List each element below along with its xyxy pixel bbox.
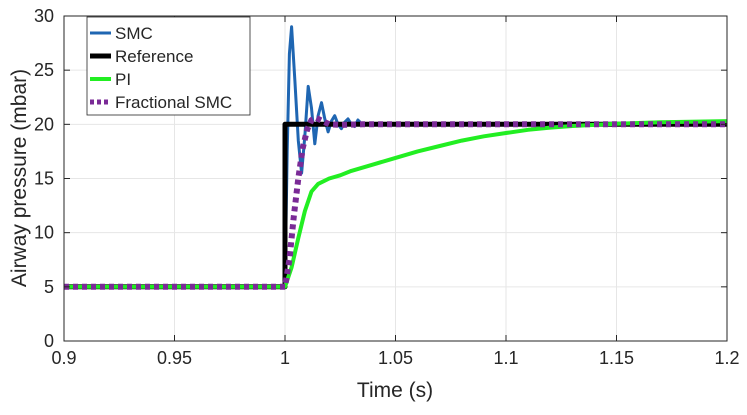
y-tick-label: 10: [34, 223, 54, 243]
legend-label-pi: PI: [115, 70, 131, 89]
x-tick-label: 1.2: [714, 348, 739, 368]
legend: SMC Reference PI Fractional SMC: [86, 16, 251, 116]
y-tick-label: 25: [34, 60, 54, 80]
x-tick-label: 1.15: [599, 348, 634, 368]
series-line-smc: [64, 25, 362, 289]
series-line-fractional-smc: [64, 114, 727, 290]
y-tick-label: 20: [34, 114, 54, 134]
x-tick-label: 1.05: [378, 348, 413, 368]
tick-labels: 0.9 0.95 1 1.05 1.1 1.15 1.2 0 5 10 15 20 25 30: [34, 6, 740, 368]
x-tick-label: 0.95: [157, 348, 192, 368]
legend-label-smc: SMC: [115, 24, 153, 43]
y-tick-label: 0: [44, 331, 54, 351]
x-tick-label: 1: [280, 348, 290, 368]
x-tick-label: 0.9: [51, 348, 76, 368]
ticks: [63, 15, 728, 342]
legend-label-reference: Reference: [115, 47, 193, 66]
y-tick-label: 30: [34, 6, 54, 26]
x-tick-label: 1.1: [493, 348, 518, 368]
series-line-pi: [64, 119, 728, 289]
x-axis-label: Time (s): [357, 379, 433, 402]
legend-label-fractional-smc: Fractional SMC: [115, 93, 232, 112]
y-axis-label: Airway pressure (mbar): [8, 69, 31, 287]
y-tick-label: 15: [34, 169, 54, 189]
legend-box: [86, 16, 251, 116]
series-group: [64, 25, 728, 290]
y-tick-label: 5: [44, 277, 54, 297]
